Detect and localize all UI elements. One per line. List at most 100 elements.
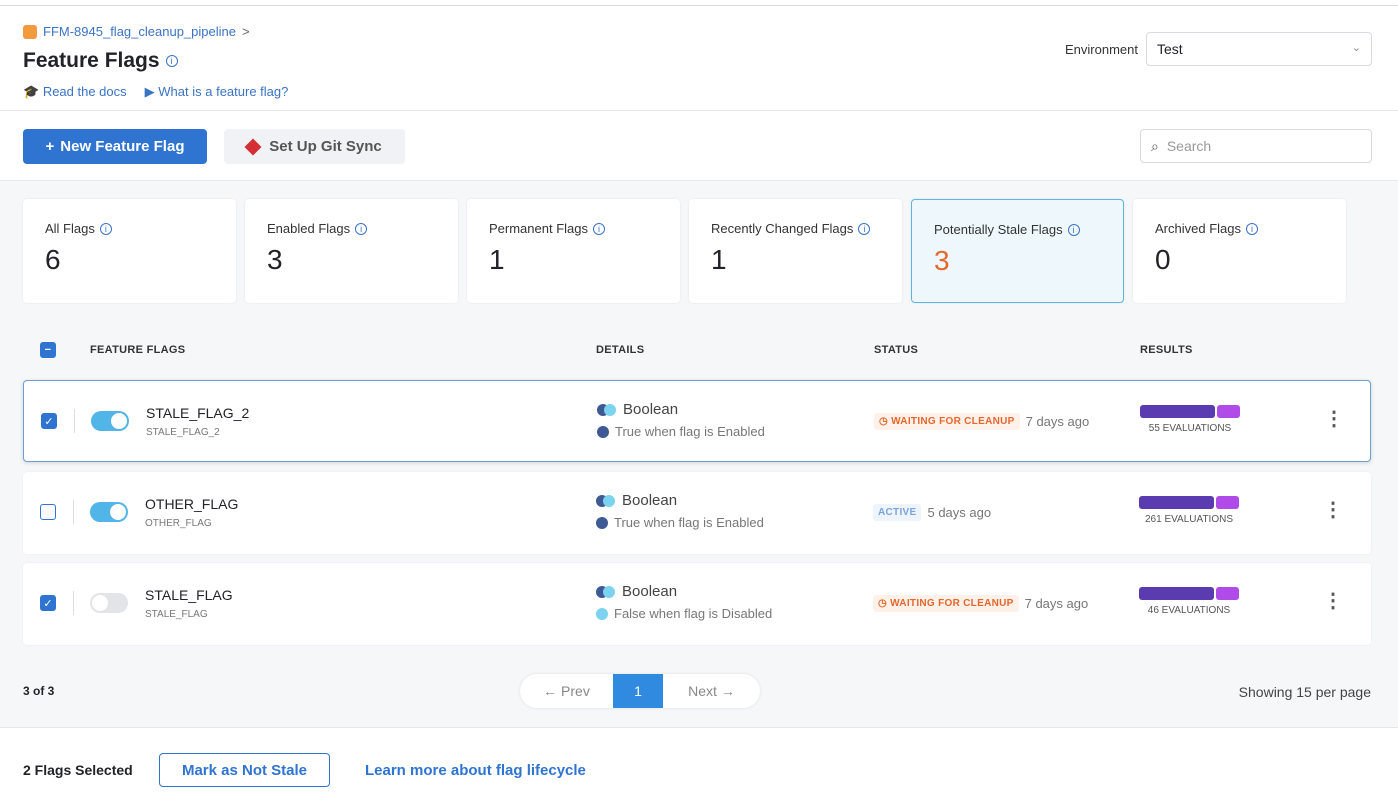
bulk-action-bar: 2 Flags Selected Mark as Not Stale Learn…	[0, 727, 1398, 810]
clock-icon: ◷	[879, 416, 889, 427]
flag-id: STALE_FLAG	[145, 609, 208, 620]
graduation-cap-icon: 🎓	[23, 84, 40, 99]
pagination: ← Prev 1 Next →	[520, 674, 760, 708]
selected-count: 2 Flags Selected	[23, 762, 133, 778]
table-row[interactable]: ✓ STALE_FLAG STALE_FLAG Boolean False wh…	[23, 563, 1371, 645]
flag-detail-label: False when flag is Disabled	[614, 606, 773, 621]
search-placeholder: Search	[1166, 138, 1212, 154]
flag-name[interactable]: STALE_FLAG	[145, 587, 233, 603]
card-permanent-flags[interactable]: Permanent Flags i 1	[467, 199, 680, 303]
info-icon[interactable]: i	[99, 222, 112, 235]
card-value: 1	[711, 244, 727, 275]
breadcrumb-project[interactable]: FFM-8945_flag_cleanup_pipeline	[43, 24, 236, 39]
flag-detail-label: True when flag is Enabled	[615, 424, 765, 439]
flag-toggle[interactable]	[90, 502, 128, 522]
column-results: RESULTS	[1140, 344, 1193, 356]
card-value: 3	[934, 245, 950, 276]
divider	[74, 409, 75, 433]
table-row[interactable]: OTHER_FLAG OTHER_FLAG Boolean True when …	[23, 472, 1371, 554]
column-status: STATUS	[874, 344, 919, 356]
flag-detail: False when flag is Disabled	[596, 606, 772, 621]
card-all-flags[interactable]: All Flags i 6	[23, 199, 236, 303]
divider	[73, 500, 74, 524]
select-all-checkbox[interactable]: −	[40, 342, 56, 358]
status-time: 7 days ago	[1024, 596, 1089, 611]
plus-icon: +	[45, 138, 55, 155]
status-badge[interactable]: ◷ WAITING FOR CLEANUP	[874, 413, 1020, 430]
status-badge-label: WAITING FOR CLEANUP	[891, 416, 1015, 427]
flag-toggle[interactable]	[90, 593, 128, 613]
flag-status: ACTIVE 5 days ago	[873, 504, 991, 521]
per-page-label: Showing 15 per page	[1238, 684, 1371, 700]
git-sync-button[interactable]: Set Up Git Sync	[224, 129, 405, 164]
flag-detail-label: True when flag is Enabled	[614, 515, 764, 530]
flag-type: Boolean	[596, 583, 677, 600]
variation-dot-icon	[596, 607, 608, 620]
flag-type: Boolean	[597, 401, 678, 418]
mark-not-stale-button[interactable]: Mark as Not Stale	[159, 753, 330, 787]
toolbar: + New Feature Flag Set Up Git Sync ⌕ Searc…	[0, 111, 1398, 181]
flag-name[interactable]: OTHER_FLAG	[145, 496, 239, 512]
more-options-icon[interactable]: ⋮	[1323, 499, 1343, 521]
table-row[interactable]: ✓ STALE_FLAG_2 STALE_FLAG_2 Boolean True…	[23, 380, 1371, 462]
clock-icon: ◷	[878, 598, 888, 609]
card-enabled-flags[interactable]: Enabled Flags i 3	[245, 199, 458, 303]
project-icon	[23, 24, 37, 39]
variation-dot-icon	[597, 425, 609, 438]
page-title-text: Feature Flags	[23, 49, 160, 72]
learn-lifecycle-link[interactable]: Learn more about flag lifecycle	[365, 762, 586, 779]
evaluation-bar	[1139, 496, 1239, 509]
card-label: All Flags	[45, 221, 95, 236]
git-sync-label: Set Up Git Sync	[269, 138, 382, 155]
row-checkbox[interactable]	[40, 504, 56, 520]
chevron-down-icon: ⌄	[1351, 42, 1361, 54]
more-options-icon[interactable]: ⋮	[1324, 408, 1344, 430]
column-feature-flags[interactable]: FEATURE FLAGS	[90, 344, 186, 356]
status-time: 5 days ago	[927, 505, 992, 520]
environment-value: Test	[1157, 41, 1183, 57]
info-icon[interactable]: i	[1067, 223, 1080, 236]
new-feature-flag-button[interactable]: + New Feature Flag	[23, 129, 207, 164]
status-badge[interactable]: ◷ WAITING FOR CLEANUP	[873, 595, 1019, 612]
flag-results: 46 EVALUATIONS	[1139, 587, 1239, 616]
flag-name[interactable]: STALE_FLAG_2	[146, 405, 250, 421]
flag-detail: True when flag is Enabled	[597, 424, 765, 439]
info-icon[interactable]: i	[355, 222, 368, 235]
flag-toggle[interactable]	[91, 411, 129, 431]
evaluation-count: 55 EVALUATIONS	[1148, 423, 1232, 434]
flag-id: STALE_FLAG_2	[146, 427, 220, 438]
page-title: Feature Flags i	[23, 49, 178, 73]
card-potentially-stale-flags[interactable]: Potentially Stale Flags i 3	[911, 199, 1124, 303]
flag-results: 55 EVALUATIONS	[1140, 405, 1240, 434]
row-checkbox[interactable]: ✓	[40, 595, 56, 611]
environment-select[interactable]: Test ⌄	[1146, 32, 1372, 66]
evaluation-bar	[1140, 405, 1240, 418]
next-page-button[interactable]: Next →	[688, 683, 735, 699]
card-recently-changed-flags[interactable]: Recently Changed Flags i 1	[689, 199, 902, 303]
search-icon: ⌕	[1151, 137, 1159, 154]
evaluation-count: 261 EVALUATIONS	[1145, 514, 1233, 525]
boolean-icon	[597, 403, 617, 416]
prev-page-button[interactable]: ← Prev	[543, 683, 590, 699]
read-docs-label: Read the docs	[42, 84, 127, 99]
search-input[interactable]: ⌕ Search	[1140, 129, 1372, 163]
git-icon	[244, 138, 262, 155]
status-badge[interactable]: ACTIVE	[873, 504, 922, 521]
flag-detail: True when flag is Enabled	[596, 515, 764, 530]
card-label: Recently Changed Flags	[711, 221, 854, 236]
card-label: Enabled Flags	[267, 221, 351, 236]
breadcrumb[interactable]: FFM-8945_flag_cleanup_pipeline >	[23, 24, 250, 39]
what-is-flag-link[interactable]: ▶ What is a feature flag?	[145, 84, 289, 100]
divider	[73, 591, 74, 615]
environment-label: Environment	[1065, 42, 1138, 57]
info-icon[interactable]: i	[858, 222, 871, 235]
row-checkbox[interactable]: ✓	[41, 413, 57, 429]
page-1-button[interactable]: 1	[613, 674, 663, 708]
info-icon[interactable]: i	[593, 222, 605, 235]
info-icon[interactable]: i	[165, 55, 178, 67]
evaluation-count: 46 EVALUATIONS	[1147, 605, 1231, 616]
info-icon[interactable]: i	[1245, 222, 1258, 235]
card-archived-flags[interactable]: Archived Flags i 0	[1133, 199, 1346, 303]
more-options-icon[interactable]: ⋮	[1323, 590, 1343, 612]
read-docs-link[interactable]: 🎓 Read the docs	[23, 84, 127, 100]
